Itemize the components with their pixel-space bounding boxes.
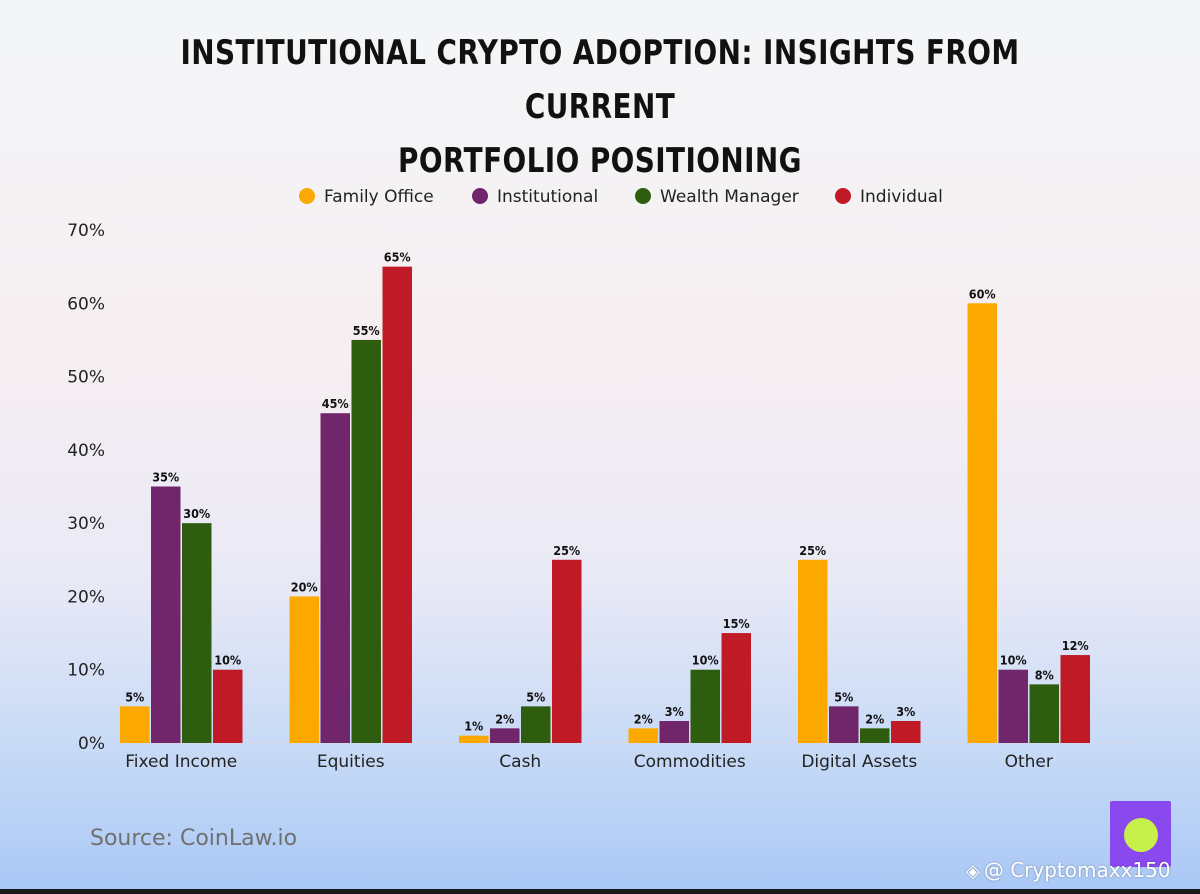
bar	[120, 706, 150, 743]
bar	[213, 669, 243, 743]
data-label: 65%	[384, 250, 411, 265]
y-tick-label: 60%	[67, 294, 105, 314]
bar	[998, 669, 1028, 743]
legend-label: Individual	[860, 187, 943, 207]
legend-marker	[835, 188, 851, 204]
legend-label: Institutional	[497, 187, 598, 207]
x-tick-label: Other	[1005, 752, 1053, 772]
bar	[1060, 655, 1090, 743]
y-tick-label: 70%	[67, 221, 105, 241]
y-tick-label: 30%	[67, 514, 105, 534]
data-label: 60%	[969, 286, 996, 301]
legend-marker	[299, 188, 315, 204]
y-tick-label: 0%	[78, 734, 105, 754]
data-label: 15%	[723, 616, 750, 631]
bottom-border	[0, 889, 1200, 894]
data-label: 25%	[553, 543, 580, 558]
bar	[1029, 684, 1059, 743]
chart-title: Institutional Crypto Adoption: Insights …	[108, 26, 1092, 188]
data-label: 5%	[526, 689, 545, 704]
bar	[690, 669, 720, 743]
compass-icon	[1124, 818, 1158, 852]
data-label: 8%	[1035, 667, 1054, 682]
data-label: 5%	[125, 689, 144, 704]
bar	[351, 339, 381, 743]
data-label: 10%	[214, 653, 241, 668]
bar	[628, 728, 658, 743]
data-label: 2%	[495, 711, 514, 726]
data-label: 20%	[291, 579, 318, 594]
data-label: 3%	[665, 704, 684, 719]
y-tick-label: 20%	[67, 587, 105, 607]
bar	[320, 413, 350, 743]
data-label: 1%	[464, 719, 483, 734]
x-tick-label: Equities	[317, 752, 385, 772]
x-tick-label: Commodities	[634, 752, 746, 772]
chart-title-line-1: Institutional Crypto Adoption: Insights …	[180, 33, 1020, 127]
bar	[151, 486, 181, 743]
x-tick-label: Digital Assets	[801, 752, 917, 772]
legend-marker	[635, 188, 651, 204]
bar	[552, 559, 582, 743]
bar	[459, 735, 489, 743]
chart-title-line-2: Portfolio Positioning	[398, 141, 802, 181]
legend-label: Family Office	[324, 187, 434, 207]
source-text: Source: CoinLaw.io	[90, 826, 298, 851]
bar	[967, 303, 997, 743]
y-tick-label: 40%	[67, 441, 105, 461]
data-label: 10%	[1000, 653, 1027, 668]
bar	[860, 728, 890, 743]
bar	[798, 559, 828, 743]
data-label: 35%	[152, 470, 179, 485]
data-label: 2%	[865, 711, 884, 726]
watermark-text: @ Cryptomaxx150	[983, 858, 1171, 882]
bar	[721, 633, 751, 743]
legend-marker	[472, 188, 488, 204]
data-label: 25%	[799, 543, 826, 558]
diamond-logo-icon: ◈	[966, 861, 980, 882]
data-label: 2%	[634, 711, 653, 726]
watermark: ◈ @ Cryptomaxx150	[966, 858, 1171, 882]
bar	[891, 721, 921, 743]
data-label: 55%	[353, 323, 380, 338]
data-label: 3%	[896, 704, 915, 719]
bar	[829, 706, 859, 743]
data-label: 10%	[692, 653, 719, 668]
bar	[289, 596, 319, 743]
legend-label: Wealth Manager	[660, 187, 799, 207]
data-label: 30%	[183, 506, 210, 521]
data-label: 5%	[834, 689, 853, 704]
x-tick-label: Cash	[499, 752, 541, 772]
bar	[659, 721, 689, 743]
bar	[521, 706, 551, 743]
app-badge	[1110, 801, 1171, 867]
y-tick-label: 10%	[67, 661, 105, 681]
bar	[182, 523, 212, 743]
x-tick-label: Fixed Income	[125, 752, 237, 772]
y-tick-label: 50%	[67, 368, 105, 388]
data-label: 12%	[1062, 638, 1089, 653]
data-label: 45%	[322, 396, 349, 411]
bar	[490, 728, 520, 743]
bar	[382, 266, 412, 743]
